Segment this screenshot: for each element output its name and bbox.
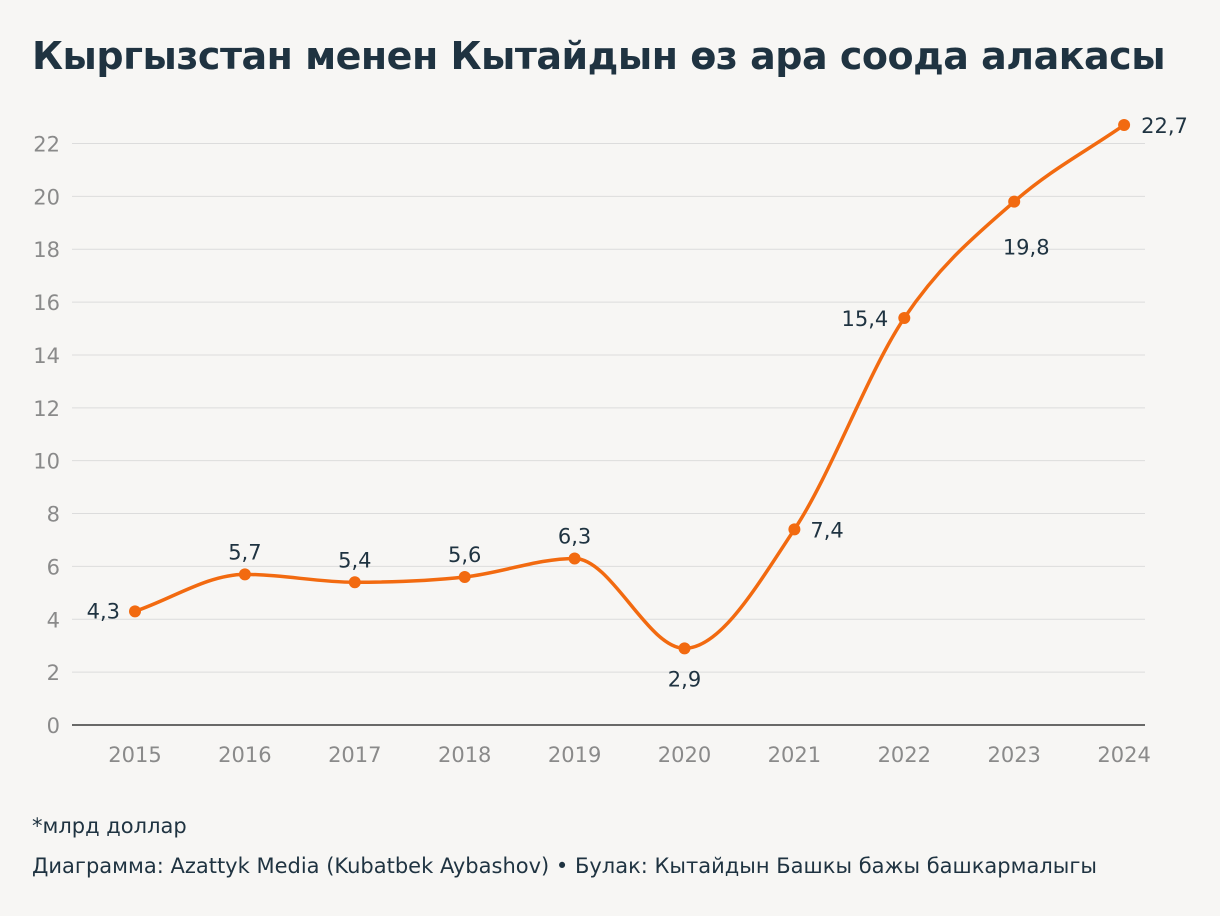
y-tick-label: 0 [47, 714, 60, 738]
data-label: 22,7 [1141, 114, 1188, 138]
data-label: 7,4 [810, 518, 843, 542]
y-axis-ticks: 0 2 4 6 8 10 12 14 16 18 20 22 [33, 133, 60, 738]
y-tick-label: 10 [33, 450, 60, 474]
data-point [129, 605, 141, 618]
data-point [458, 570, 471, 583]
y-tick-label: 8 [47, 503, 60, 527]
x-tick-label: 2021 [768, 743, 821, 767]
y-tick-label: 2 [47, 661, 60, 685]
data-label: 6,3 [558, 524, 591, 548]
y-tick-label: 18 [33, 238, 60, 262]
data-point [678, 642, 691, 655]
series-line [133, 123, 1126, 651]
chart-title: Кыргызстан менен Кытайдын өз ара соода а… [32, 34, 1166, 78]
data-label: 5,6 [448, 543, 481, 567]
x-tick-label: 2015 [108, 743, 161, 767]
x-tick-label: 2024 [1097, 743, 1150, 767]
data-labels: 4,3 5,7 5,4 5,6 6,3 2,9 7,4 15,4 19,8 22,7 [87, 114, 1188, 691]
x-axis-ticks: 2015 2016 2017 2018 2019 2020 2021 2022 2023 2024 [108, 743, 1151, 767]
data-label: 15,4 [842, 307, 889, 331]
y-tick-label: 4 [47, 608, 60, 632]
data-points [129, 119, 1131, 655]
data-label: 19,8 [1003, 236, 1050, 260]
data-point [568, 552, 581, 565]
data-point [1118, 119, 1131, 131]
y-tick-label: 14 [33, 344, 60, 368]
data-point [898, 311, 911, 324]
x-tick-label: 2020 [658, 743, 711, 767]
data-point [788, 523, 801, 536]
x-tick-label: 2018 [438, 743, 491, 767]
data-point [238, 568, 251, 581]
grid-lines [72, 143, 1145, 726]
series-line-group [133, 123, 1126, 651]
data-label: 5,7 [228, 540, 261, 564]
credit-line: Диаграмма: Azattyk Media (Kubatbek Aybas… [32, 854, 1097, 878]
y-tick-label: 22 [33, 133, 60, 157]
y-tick-label: 20 [33, 185, 60, 209]
x-tick-label: 2022 [878, 743, 931, 767]
data-point [1008, 195, 1021, 208]
x-tick-label: 2019 [548, 743, 601, 767]
data-point [348, 576, 361, 589]
x-tick-label: 2023 [987, 743, 1040, 767]
y-tick-label: 16 [33, 291, 60, 315]
y-tick-label: 12 [33, 397, 60, 421]
y-tick-label: 6 [47, 555, 60, 579]
data-label: 4,3 [87, 599, 120, 623]
unit-note: *млрд доллар [32, 814, 187, 838]
x-tick-label: 2016 [218, 743, 271, 767]
x-tick-label: 2017 [328, 743, 381, 767]
data-label: 5,4 [338, 548, 371, 572]
data-label: 2,9 [668, 667, 701, 691]
